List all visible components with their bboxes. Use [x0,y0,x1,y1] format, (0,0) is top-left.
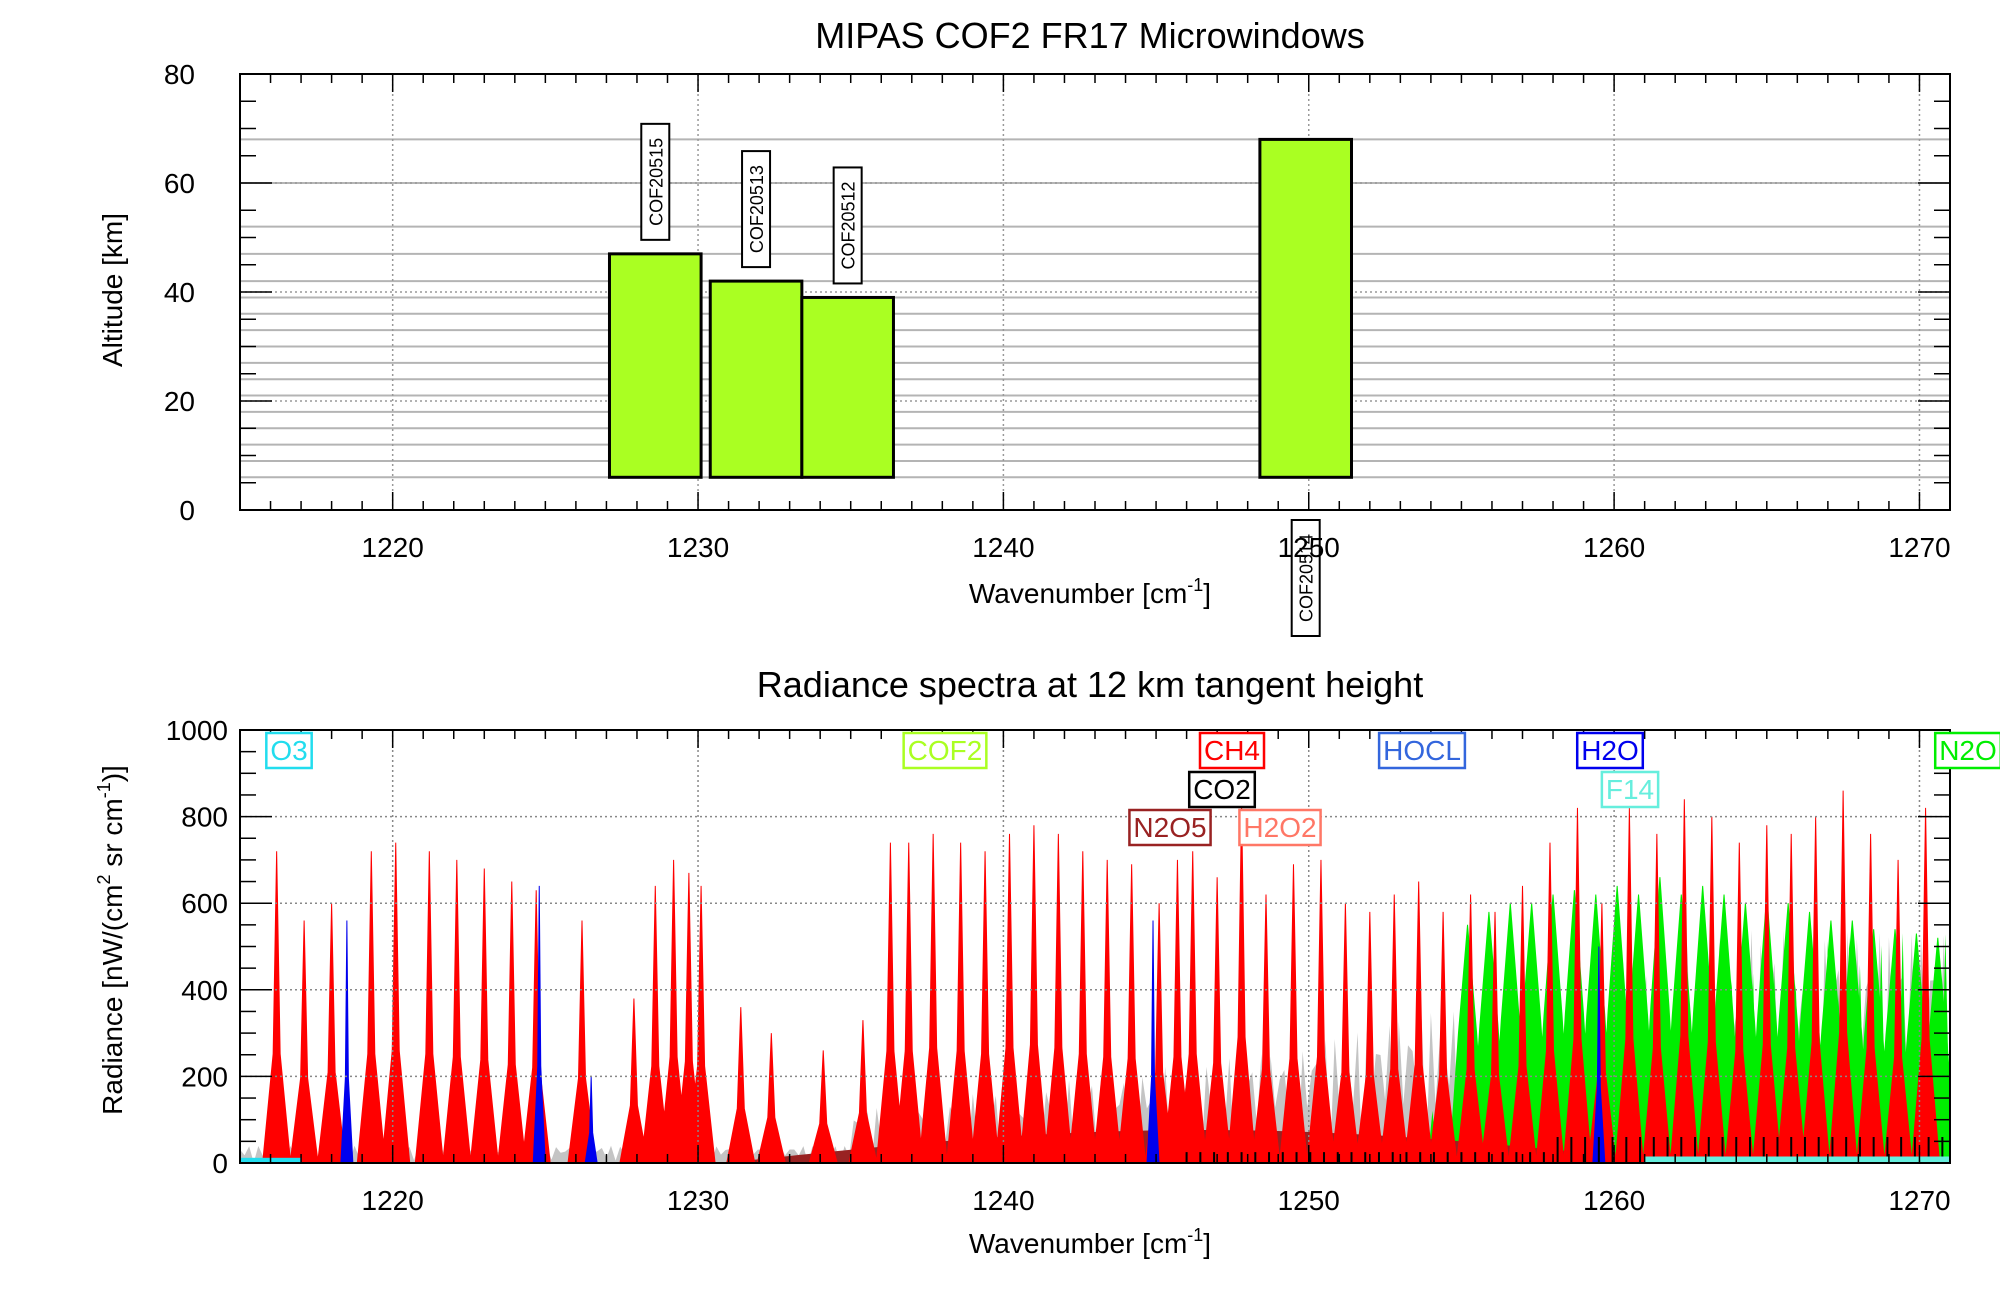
bottom-plot-area: 1220 1230 1240 1250 1260 1270 0 200 400 600 800 100… [166,715,2000,1216]
x-axis-label-bottom: Wavenumber [cm-1] [969,1225,1211,1259]
x-tick-label: 1240 [972,1185,1034,1216]
x-tick-label: 1260 [1583,1185,1645,1216]
spectra-layer [240,791,1956,1163]
microwindow-label: COF20512 [839,181,859,269]
x-tick-label: 1270 [1888,532,1950,563]
legend-tag-cof2: COF2 [904,733,987,768]
y-tick-label: 200 [181,1061,228,1092]
y-tick-label: 600 [181,888,228,919]
legend-label: COF2 [908,735,983,766]
chart-title-bottom: Radiance spectra at 12 km tangent height [757,664,1423,705]
y-axis-label-bottom: Radiance [nW/(cm2 sr cm-1)] [94,765,128,1115]
y-tick-label: 80 [164,59,195,90]
legend-tag-o3: O3 [266,733,311,768]
y-axis-label-top: Altitude [km] [97,213,128,367]
legend-tag-f14: F14 [1602,772,1658,807]
microwindow-tag: COF20512 [834,167,862,283]
y-tick-label: 40 [164,277,195,308]
microwindow-tag: COF20515 [641,124,669,240]
legend-tag-n2o5: N2O5 [1129,810,1210,845]
x-tick-label: 1240 [972,532,1034,563]
legend-label: F14 [1606,774,1654,805]
x-tick-label: 1220 [362,532,424,563]
figure: MIPAS COF2 FR17 Microwindows Wavenumber … [0,0,2000,1300]
y-tick-label: 1000 [166,715,228,746]
x-tick-label: 1250 [1278,1185,1340,1216]
chart-title-top: MIPAS COF2 FR17 Microwindows [815,15,1364,56]
y-tick-label: 20 [164,386,195,417]
x-tick-label: 1230 [667,532,729,563]
microwindow-bar [1260,139,1352,477]
microwindow-tag: COF20513 [742,151,770,267]
x-axis-label-top: Wavenumber [cm-1] [969,575,1211,609]
microwindow-bar [710,281,802,477]
x-tick-label: 1230 [667,1185,729,1216]
legend-tag-h2o2: H2O2 [1239,810,1320,845]
microwindow-label: COF20515 [646,138,666,226]
legend-label: N2O [1939,735,1997,766]
legend-label: O3 [270,735,307,766]
y-tick-label: 800 [181,802,228,833]
microwindow-label: COF20513 [747,165,767,253]
x-tick-label: 1250 [1278,532,1340,563]
y-tick-label: 400 [181,975,228,1006]
legend-label: H2O2 [1243,812,1316,843]
legend-tag-n2o: N2O [1935,733,2000,768]
microwindow-bar [609,254,701,477]
x-tick-label: 1220 [362,1185,424,1216]
legend-label: HOCL [1383,735,1461,766]
y-tick-label: 0 [212,1148,228,1179]
x-tick-label: 1260 [1583,532,1645,563]
legend-label: CO2 [1193,774,1251,805]
legend-label: N2O5 [1133,812,1206,843]
y-tick-label: 60 [164,168,195,199]
legend-tag-co2: CO2 [1189,772,1255,807]
legend-tag-hocl: HOCL [1379,733,1465,768]
microwindow-bar [802,297,894,477]
legend-tag-h2o: H2O [1577,733,1643,768]
legend-tag-ch4: CH4 [1200,733,1264,768]
legend-label: H2O [1581,735,1639,766]
y-tick-label: 0 [179,495,195,526]
x-tick-label: 1270 [1888,1185,1950,1216]
figure-svg: MIPAS COF2 FR17 Microwindows Wavenumber … [0,0,2000,1300]
legend-label: CH4 [1204,735,1260,766]
